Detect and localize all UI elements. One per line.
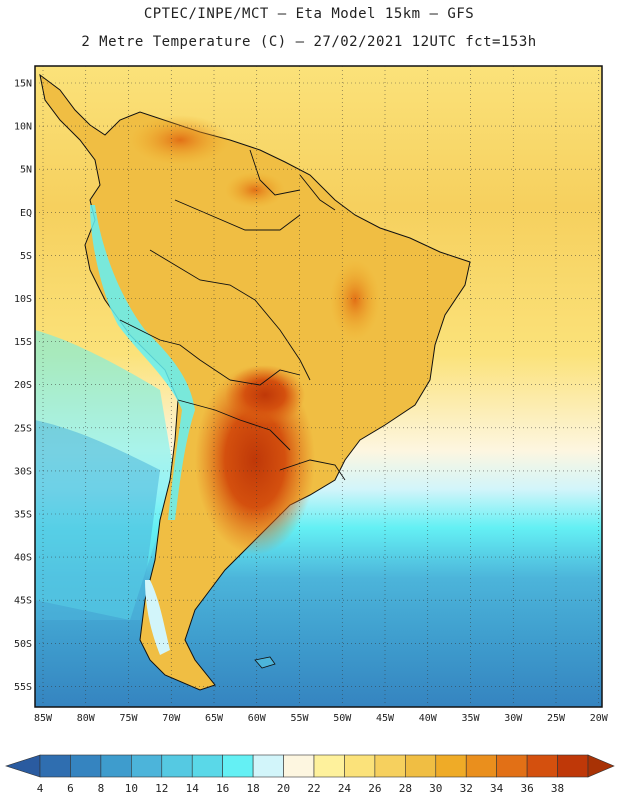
latitude-label: 10N [14, 122, 32, 133]
colorbar-label: 22 [307, 782, 320, 795]
longitude-label: 40W [419, 713, 438, 724]
longitude-label: 55W [290, 713, 309, 724]
colorbar-swatch [465, 754, 497, 778]
colorbar-swatch [161, 754, 193, 778]
latitude-label: 20S [14, 380, 32, 391]
warm-region-venezuela [225, 172, 285, 208]
latitude-labels: 15N 10N 5N EQ 5S 10S 15S 20S 25S 30S 35S 40S 45S 50S 5… [14, 79, 32, 693]
warm-region-north [130, 115, 230, 165]
longitude-label: 35W [461, 713, 480, 724]
warm-region-brazil [330, 260, 380, 340]
colorbar-label: 38 [551, 782, 564, 795]
colorbar-label: 28 [399, 782, 412, 795]
longitude-label: 85W [34, 713, 53, 724]
map-frame [34, 65, 603, 708]
latitude-label: 10S [14, 294, 32, 305]
latitude-label: 55S [14, 682, 32, 693]
colorbar-swatch [100, 754, 132, 778]
latitude-label: 30S [14, 466, 32, 477]
map-title-line-1: CPTEC/INPE/MCT – Eta Model 15km – GFS [143, 6, 475, 22]
colorbar-label: 14 [186, 782, 200, 795]
colorbar-label: 36 [520, 782, 533, 795]
country-borders [119, 149, 346, 481]
colorbar-swatch [374, 754, 406, 778]
colorbar-label: 26 [368, 782, 381, 795]
latitude-label: 35S [14, 510, 32, 521]
colorbar-swatch [496, 754, 528, 778]
colorbar-label: 4 [37, 782, 44, 795]
longitude-label: 65W [205, 713, 224, 724]
colorbar-swatch [70, 754, 102, 778]
colorbar-label: 20 [277, 782, 290, 795]
colorbar-label: 12 [155, 782, 168, 795]
map-plot-area [35, 66, 602, 707]
colorbar-label: 8 [98, 782, 105, 795]
colorbar-swatch [526, 754, 558, 778]
map-title-line-2: 2 Metre Temperature (C) – 27/02/2021 12U… [81, 34, 537, 50]
falklands-islands [254, 656, 276, 669]
colorbar-swatch [191, 754, 223, 778]
longitude-label: 80W [77, 713, 96, 724]
colorbar-swatch [557, 754, 589, 778]
longitude-label: 50W [333, 713, 352, 724]
colorbar-swatch [283, 754, 315, 778]
colorbar-swatch [344, 754, 376, 778]
longitude-label: 70W [162, 713, 181, 724]
colorbar-over-triangle [587, 754, 615, 778]
latitude-label: EQ [20, 208, 32, 219]
colorbar-label: 24 [338, 782, 352, 795]
colorbar-swatch [405, 754, 437, 778]
colorbar-label: 30 [429, 782, 442, 795]
colorbar-label: 32 [460, 782, 473, 795]
latitude-label: 5N [20, 165, 32, 176]
latitude-label: 15N [14, 79, 32, 90]
andes-cold-strip [90, 205, 195, 520]
longitude-label: 30W [504, 713, 523, 724]
latitude-label: 25S [14, 423, 32, 434]
longitude-label: 20W [590, 713, 609, 724]
colorbar-label: 6 [67, 782, 74, 795]
colorbar-swatch [131, 754, 163, 778]
colorbar-swatch [39, 754, 71, 778]
colorbar-label: 16 [216, 782, 229, 795]
latitude-label: 40S [14, 553, 32, 564]
colorbar-label: 34 [490, 782, 504, 795]
graticule [35, 66, 602, 707]
hot-region-chaco [225, 365, 305, 425]
colorbar-label: 10 [125, 782, 138, 795]
colorbar: 4 6 8 10 12 14 16 18 20 22 24 26 28 30 32 34 36 38 [5, 754, 615, 795]
longitude-label: 25W [547, 713, 566, 724]
colorbar-swatch [435, 754, 467, 778]
latitude-label: 15S [14, 337, 32, 348]
colorbar-swatch [222, 754, 254, 778]
latitude-label: 45S [14, 596, 32, 607]
longitude-label: 60W [248, 713, 267, 724]
longitude-labels: 85W 80W 75W 70W 65W 60W 55W 50W 45W 40W 35W 30W 25W 2… [34, 713, 609, 724]
colorbar-label: 18 [246, 782, 259, 795]
longitude-label: 75W [119, 713, 138, 724]
colorbar-swatch [252, 754, 284, 778]
latitude-label: 5S [20, 251, 32, 262]
patagonia-cold-strip [145, 580, 170, 655]
latitude-label: 50S [14, 639, 32, 650]
colorbar-under-triangle [5, 754, 41, 778]
colorbar-swatch [313, 754, 345, 778]
longitude-label: 45W [376, 713, 395, 724]
